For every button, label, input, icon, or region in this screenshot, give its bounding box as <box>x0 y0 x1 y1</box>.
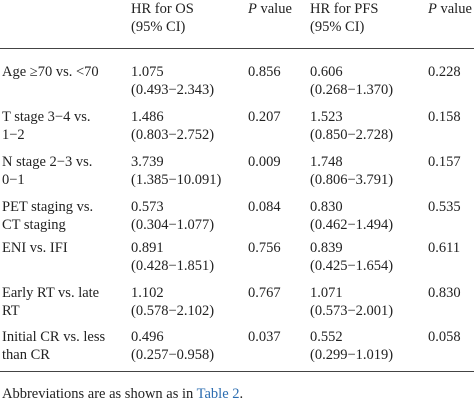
hr-pfs-cell: 0.830 (0.462−1.494) <box>310 199 394 233</box>
header-hr-os: HR for OS (95% CI) <box>131 1 194 35</box>
header-hr-pfs: HR for PFS (95% CI) <box>310 1 379 35</box>
hr-os-cell: 1.102 (0.578−2.102) <box>131 285 215 319</box>
row-label: N stage 2−3 vs. 0−1 <box>2 154 93 188</box>
p-os-cell: 0.207 <box>248 109 281 125</box>
header-rule <box>0 48 474 49</box>
row-label: T stage 3−4 vs. 1−2 <box>2 109 91 143</box>
p-os-cell: 0.037 <box>248 329 281 345</box>
row-label: ENI vs. IFI <box>2 240 68 256</box>
hr-pfs-cell: 0.839 (0.425−1.654) <box>310 240 394 274</box>
hr-os-cell: 1.075 (0.493−2.343) <box>131 64 215 98</box>
p-pfs-cell: 0.830 <box>428 285 461 301</box>
hr-os-cell: 0.891 (0.428−1.851) <box>131 240 215 274</box>
hr-os-cell: 0.496 (0.257−0.958) <box>131 329 215 363</box>
hr-pfs-cell: 1.523 (0.850−2.728) <box>310 109 394 143</box>
row-label: Initial CR vs. less than CR <box>2 329 106 363</box>
hr-pfs-cell: 1.748 (0.806−3.791) <box>310 154 394 188</box>
row-label: Age ≥70 vs. <70 <box>2 64 99 80</box>
row-label: Early RT vs. late RT <box>2 285 100 319</box>
p-os-cell: 0.856 <box>248 64 281 80</box>
header-p-value-pfs: P value <box>428 1 472 17</box>
p-os-cell: 0.756 <box>248 240 281 256</box>
row-label: PET staging vs. CT staging <box>2 199 94 233</box>
p-pfs-cell: 0.058 <box>428 329 461 345</box>
p-pfs-cell: 0.157 <box>428 154 461 170</box>
p-pfs-cell: 0.158 <box>428 109 461 125</box>
hr-os-cell: 0.573 (0.304−1.077) <box>131 199 215 233</box>
p-pfs-cell: 0.535 <box>428 199 461 215</box>
header-p-value-os: P value <box>248 1 292 17</box>
p-os-cell: 0.767 <box>248 285 281 301</box>
p-os-cell: 0.009 <box>248 154 281 170</box>
hr-os-cell: 3.739 (1.385−10.091) <box>131 154 222 188</box>
table-2-link[interactable]: Table 2 <box>196 386 240 402</box>
bottom-rule <box>0 371 474 372</box>
p-pfs-cell: 0.611 <box>428 240 461 256</box>
p-os-cell: 0.084 <box>248 199 281 215</box>
hr-os-cell: 1.486 (0.803−2.752) <box>131 109 215 143</box>
hr-pfs-cell: 0.552 (0.299−1.019) <box>310 329 394 363</box>
hr-pfs-cell: 1.071 (0.573−2.001) <box>310 285 394 319</box>
table-footnote: Abbreviations are as shown as in Table 2… <box>2 386 244 402</box>
p-pfs-cell: 0.228 <box>428 64 461 80</box>
hr-pfs-cell: 0.606 (0.268−1.370) <box>310 64 394 98</box>
